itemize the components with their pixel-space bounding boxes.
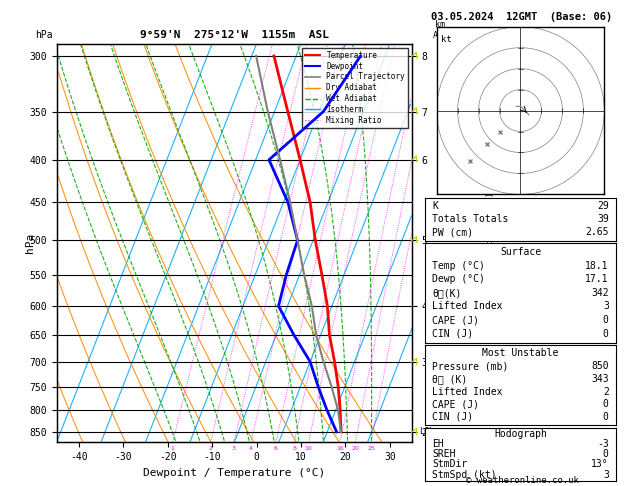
Text: K: K [432,201,438,211]
Text: 4: 4 [249,446,253,451]
Text: 39: 39 [597,214,609,224]
Text: 3: 3 [603,469,609,480]
Text: Totals Totals: Totals Totals [432,214,509,224]
X-axis label: Dewpoint / Temperature (°C): Dewpoint / Temperature (°C) [143,468,325,478]
Text: 03.05.2024  12GMT  (Base: 06): 03.05.2024 12GMT (Base: 06) [431,12,613,22]
Text: 0: 0 [603,399,609,409]
Text: PW (cm): PW (cm) [432,227,474,237]
Text: 2.65: 2.65 [585,227,609,237]
Text: 2: 2 [603,386,609,397]
Text: CIN (J): CIN (J) [432,329,474,339]
Text: 10: 10 [305,446,313,451]
Text: Lifted Index: Lifted Index [432,386,503,397]
Text: CAPE (J): CAPE (J) [432,399,479,409]
Text: km
ASL: km ASL [433,20,448,40]
Text: θᴄ (K): θᴄ (K) [432,374,467,384]
Text: 18.1: 18.1 [585,260,609,271]
Text: 0: 0 [603,412,609,422]
Text: LCL: LCL [419,427,434,436]
Text: 850: 850 [591,361,609,371]
Text: 20: 20 [352,446,359,451]
Text: Lifted Index: Lifted Index [432,301,503,312]
Text: 25: 25 [367,446,375,451]
Text: 343: 343 [591,374,609,384]
Text: 2: 2 [209,446,213,451]
Text: 0: 0 [603,315,609,325]
Text: Surface: Surface [500,247,541,257]
Text: 29: 29 [597,201,609,211]
Text: Pressure (mb): Pressure (mb) [432,361,509,371]
Title: 9°59'N  275°12'W  1155m  ASL: 9°59'N 275°12'W 1155m ASL [140,30,329,40]
Text: StmDir: StmDir [432,459,467,469]
Text: 13°: 13° [591,459,609,469]
Text: hPa: hPa [25,233,35,253]
Text: Most Unstable: Most Unstable [482,348,559,358]
Text: 3: 3 [232,446,236,451]
Text: CIN (J): CIN (J) [432,412,474,422]
Text: Mixing Ratio (g/kg): Mixing Ratio (g/kg) [486,192,494,294]
Legend: Temperature, Dewpoint, Parcel Trajectory, Dry Adiabat, Wet Adiabat, Isotherm, Mi: Temperature, Dewpoint, Parcel Trajectory… [302,48,408,128]
Text: kt: kt [441,35,452,44]
Text: EH: EH [432,439,444,450]
Text: Hodograph: Hodograph [494,429,547,439]
Text: 3: 3 [603,301,609,312]
Text: θᴄ(K): θᴄ(K) [432,288,462,298]
Text: hPa: hPa [35,30,53,40]
Text: 342: 342 [591,288,609,298]
Text: 6: 6 [274,446,278,451]
Text: 8: 8 [292,446,296,451]
Text: Temp (°C): Temp (°C) [432,260,485,271]
Text: SREH: SREH [432,450,456,459]
Text: 1: 1 [171,446,175,451]
Text: -3: -3 [597,439,609,450]
Text: 17.1: 17.1 [585,274,609,284]
Text: 16: 16 [337,446,344,451]
Text: 0: 0 [603,329,609,339]
Text: © weatheronline.co.uk: © weatheronline.co.uk [465,475,579,485]
Text: CAPE (J): CAPE (J) [432,315,479,325]
Text: 0: 0 [603,450,609,459]
Text: Dewp (°C): Dewp (°C) [432,274,485,284]
Text: StmSpd (kt): StmSpd (kt) [432,469,497,480]
